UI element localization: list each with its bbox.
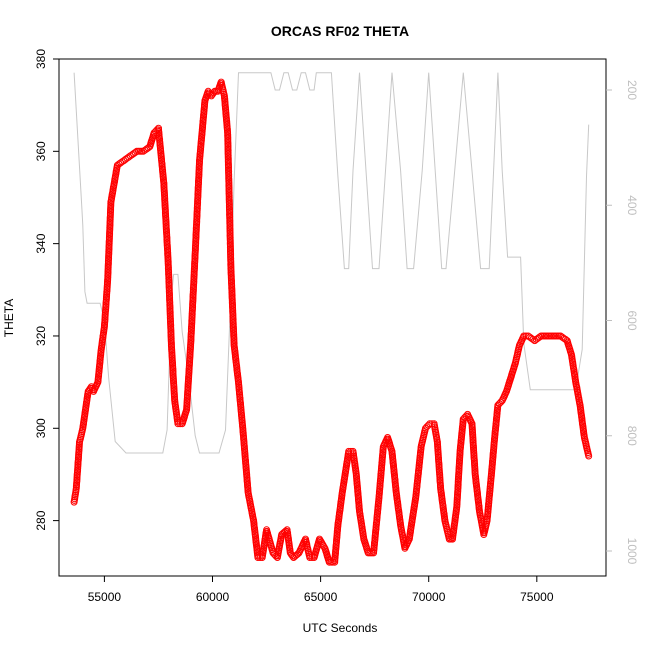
data-point-interp xyxy=(131,149,139,156)
plot-frame xyxy=(58,58,607,577)
data-point xyxy=(174,420,182,428)
y-tick-label: 300 xyxy=(34,418,48,438)
y-tick-label: 380 xyxy=(34,49,48,69)
y-axis-label: THETA xyxy=(2,299,16,337)
chart-title: ORCAS RF02 THETA xyxy=(271,23,409,39)
x-axis: 55000 60000 65000 70000 75000 xyxy=(88,576,554,604)
data-point xyxy=(345,447,353,455)
x-tick-label: 60000 xyxy=(196,590,230,604)
right-axis: 200 400 600 800 1000 xyxy=(606,80,639,565)
right-tick-label: 800 xyxy=(625,426,639,446)
right-tick-label: 400 xyxy=(625,195,639,215)
right-tick-label: 200 xyxy=(625,80,639,100)
data-point xyxy=(426,420,434,428)
data-point-interp xyxy=(529,335,537,343)
aux-line-series xyxy=(73,72,590,454)
right-tick-label: 600 xyxy=(625,310,639,330)
y-tick-label: 340 xyxy=(34,233,48,253)
x-axis-label: UTC Seconds xyxy=(303,621,378,635)
data-point-interp xyxy=(536,333,543,341)
x-tick-label: 75000 xyxy=(520,590,554,604)
data-point xyxy=(254,554,262,561)
y-tick-label: 360 xyxy=(34,141,48,161)
aux-line xyxy=(73,72,590,454)
x-tick-label: 70000 xyxy=(412,590,446,604)
y-tick-label: 320 xyxy=(34,326,48,346)
data-point xyxy=(585,452,593,460)
x-tick-label: 65000 xyxy=(304,590,338,604)
y-tick-label: 280 xyxy=(34,510,48,530)
right-tick-label: 1000 xyxy=(625,538,639,565)
theta-points xyxy=(70,78,593,566)
data-point xyxy=(306,554,314,561)
y-axis: 280 300 320 340 360 380 xyxy=(34,49,59,531)
x-tick-label: 55000 xyxy=(88,590,122,604)
